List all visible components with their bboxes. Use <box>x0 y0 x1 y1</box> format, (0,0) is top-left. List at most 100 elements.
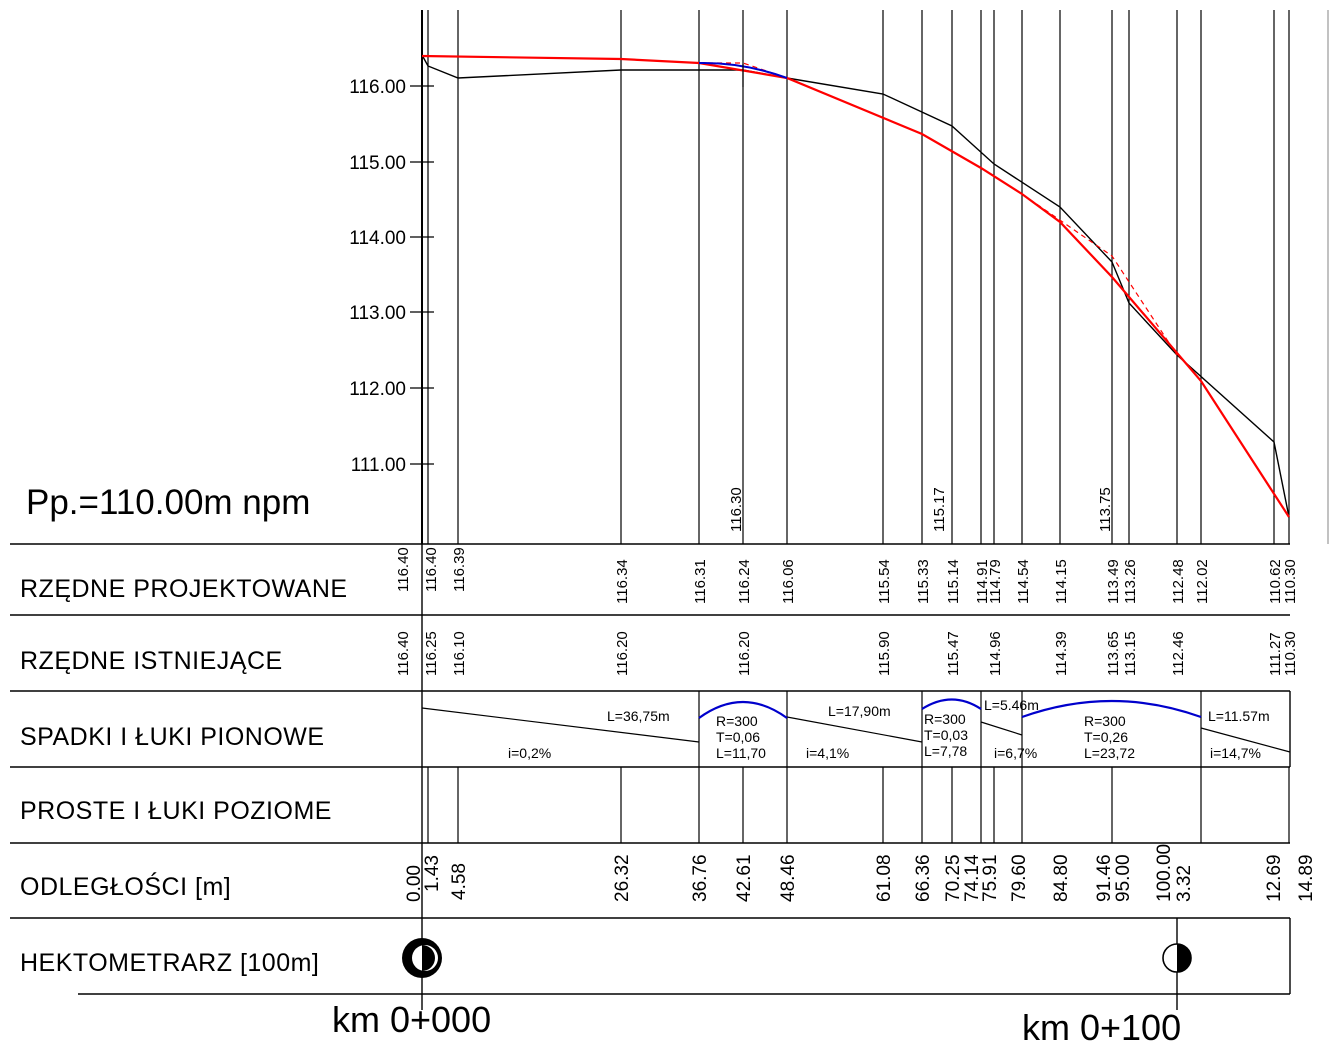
row-label-projected: RZĘDNE PROJEKTOWANE <box>20 575 348 603</box>
curve-length: L=11,70 <box>716 745 766 761</box>
y-label: 116.00 <box>349 77 406 98</box>
vertex-elevations: 116.30 115.17 113.75 <box>728 487 1114 532</box>
slopes-row <box>421 691 1291 767</box>
projected-elevation: 110.30 <box>1282 559 1299 604</box>
vertex-elevation: 115.17 <box>931 487 948 532</box>
horizontal-row-ticks <box>427 767 1290 843</box>
projected-elevation: 116.40 <box>423 547 440 592</box>
projected-elevation: 113.26 <box>1122 559 1139 604</box>
projected-elevation: 116.39 <box>451 547 468 592</box>
projected-elevation: 115.33 <box>915 559 932 604</box>
existing-elevation: 113.15 <box>1122 631 1139 676</box>
projected-elevation: 116.40 <box>395 547 412 592</box>
distances: 0.00 1.43 4.58 26.32 36.76 42.61 48.46 6… <box>404 844 1317 902</box>
km-label-100: km 0+100 <box>1022 1007 1181 1046</box>
row-label-distances: ODLEGŁOŚCI [m] <box>20 871 231 901</box>
distance: 79.60 <box>1009 854 1030 902</box>
existing-elevation: 116.25 <box>423 631 440 676</box>
distance: 75.91 <box>980 854 1001 902</box>
segment-grade: i=6,7% <box>994 745 1037 761</box>
existing-elevation: 116.20 <box>736 631 753 676</box>
distance: 42.61 <box>734 854 755 902</box>
y-axis-labels: 116.00 115.00 114.00 113.00 112.00 111.0… <box>349 77 406 476</box>
distance: 0.00 <box>404 865 425 902</box>
distance: 70.25 <box>943 854 964 902</box>
distance: 4.58 <box>449 863 470 900</box>
existing-elevation: 110.30 <box>1282 631 1299 676</box>
distance: 84.80 <box>1051 854 1072 902</box>
slope-labels: L=36,75m i=0,2% R=300 T=0,06 L=11,70 L=1… <box>508 697 1270 761</box>
projected-elevation: 116.06 <box>780 559 797 604</box>
curve-radius: R=300 <box>716 713 758 729</box>
projected-elevation: 113.49 <box>1105 559 1122 604</box>
segment-grade: i=14,7% <box>1210 745 1261 761</box>
y-label: 115.00 <box>349 153 406 174</box>
existing-elevation: 114.39 <box>1053 631 1070 676</box>
distance: 74.14 <box>962 854 983 902</box>
vertical-curve-arcs <box>698 698 1202 719</box>
projected-elevation: 116.31 <box>692 559 709 604</box>
hectometer-marker-100 <box>1162 943 1192 973</box>
projected-elevation: 114.54 <box>1015 559 1032 604</box>
projected-elevation: 112.02 <box>1194 559 1211 604</box>
existing-elevation: 116.10 <box>451 631 468 676</box>
existing-elevation: 114.96 <box>987 631 1004 676</box>
distance: 100.00 <box>1154 844 1175 902</box>
segment-length: L=11.57m <box>1208 708 1270 724</box>
curve-tangent: T=0,03 <box>924 727 968 743</box>
y-label: 112.00 <box>349 379 406 400</box>
y-label: 113.00 <box>349 303 406 324</box>
profile-graph <box>410 10 1329 544</box>
distance: 91.46 <box>1094 854 1115 902</box>
existing-elevation: 112.46 <box>1170 631 1187 676</box>
curve-radius: R=300 <box>924 711 966 727</box>
distance: 36.76 <box>690 854 711 902</box>
segment-grade: i=0,2% <box>508 745 551 761</box>
projected-elevation: 112.48 <box>1170 559 1187 604</box>
vertex-elevation: 113.75 <box>1097 487 1114 532</box>
distance: 95.00 <box>1113 854 1134 902</box>
projected-elevation: 116.24 <box>736 559 753 604</box>
distance: 1.43 <box>422 855 443 892</box>
y-axis-ticks <box>410 85 434 465</box>
design-grade-line <box>421 54 1290 518</box>
existing-elevation: 116.20 <box>614 631 631 676</box>
existing-elevation: 113.65 <box>1105 631 1122 676</box>
existing-elevation: 115.90 <box>876 631 893 676</box>
existing-elevations: 116.40 116.25 116.10 116.20 116.20 115.9… <box>395 631 1299 676</box>
distance: 66.36 <box>913 854 934 902</box>
existing-elevation: 111.27 <box>1267 632 1284 676</box>
curve-radius: R=300 <box>1084 713 1126 729</box>
row-label-slopes: SPADKI I ŁUKI PIONOWE <box>20 723 325 751</box>
tangent-extensions <box>699 62 1178 356</box>
datum-label: Pp.=110.00m npm <box>26 483 310 522</box>
projected-elevations: 116.40 116.40 116.39 116.34 116.31 116.2… <box>395 547 1299 604</box>
hectometer-marker-0 <box>402 938 442 978</box>
curve-tangent: T=0,06 <box>716 729 760 745</box>
table-grid <box>10 543 1291 1010</box>
projected-elevation: 116.34 <box>614 559 631 604</box>
segment-length: L=5.46m <box>984 697 1039 713</box>
curve-length: L=23,72 <box>1084 745 1135 761</box>
segment-grade: i=4,1% <box>806 745 849 761</box>
projected-elevation: 114.91 <box>974 559 991 604</box>
projected-elevation: 115.54 <box>876 559 893 604</box>
segment-length: L=36,75m <box>607 708 670 724</box>
existing-elevation: 115.47 <box>945 631 962 676</box>
distance: 12.69 <box>1264 854 1285 902</box>
existing-elevation: 116.40 <box>395 631 412 676</box>
curve-length: L=7,78 <box>924 743 967 759</box>
distance: 48.46 <box>778 854 799 902</box>
projected-elevation: 114.15 <box>1053 559 1070 604</box>
distance: 3.32 <box>1174 865 1195 902</box>
vertex-elevation: 116.30 <box>728 487 745 532</box>
y-label: 114.00 <box>349 228 406 249</box>
distance: 14.89 <box>1296 854 1317 902</box>
row-label-horizontal: PROSTE I ŁUKI POZIOME <box>20 797 332 825</box>
distance: 26.32 <box>612 854 633 902</box>
existing-ground-line <box>421 54 1290 518</box>
y-label: 111.00 <box>351 455 406 476</box>
projected-elevation: 115.14 <box>945 559 962 604</box>
distance: 61.08 <box>874 854 895 902</box>
